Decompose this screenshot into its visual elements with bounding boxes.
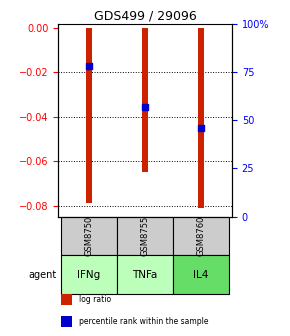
Point bbox=[86, 63, 91, 69]
Bar bbox=[173, 217, 229, 255]
Bar bbox=[142, 28, 148, 172]
Bar bbox=[61, 316, 72, 327]
Text: log ratio: log ratio bbox=[79, 295, 111, 304]
Text: GSM8750: GSM8750 bbox=[84, 216, 93, 256]
Point bbox=[143, 104, 147, 109]
Text: IL4: IL4 bbox=[193, 270, 209, 280]
Text: agent: agent bbox=[28, 270, 56, 280]
Text: percentile rank within the sample: percentile rank within the sample bbox=[79, 317, 209, 326]
Bar bbox=[198, 28, 204, 208]
Bar bbox=[117, 217, 173, 255]
Text: TNFa: TNFa bbox=[132, 270, 158, 280]
Bar bbox=[173, 255, 229, 294]
Point bbox=[199, 125, 204, 130]
Bar bbox=[86, 28, 92, 203]
Text: GSM8755: GSM8755 bbox=[140, 216, 150, 256]
Bar bbox=[61, 217, 117, 255]
Bar bbox=[117, 255, 173, 294]
Bar bbox=[61, 294, 72, 305]
Title: GDS499 / 29096: GDS499 / 29096 bbox=[94, 9, 196, 23]
Text: IFNg: IFNg bbox=[77, 270, 101, 280]
Bar bbox=[61, 255, 117, 294]
Text: GSM8760: GSM8760 bbox=[197, 216, 206, 256]
